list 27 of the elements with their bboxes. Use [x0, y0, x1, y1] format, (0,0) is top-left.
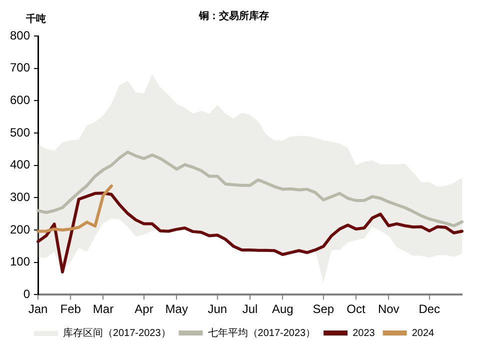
y-tick-label: 500	[10, 125, 30, 140]
y-tick-label: 700	[10, 60, 30, 75]
y-tick-label: 0	[23, 286, 30, 301]
text: 库存区间（2017-2023）	[62, 326, 171, 339]
legend-label: 2023	[352, 328, 376, 339]
x-tick-label: Apr	[134, 302, 154, 316]
y-axis-title: 千吨	[25, 12, 46, 25]
x-tick-label: Oct	[346, 302, 366, 316]
chart-title: 铜：交易所库存	[198, 10, 269, 22]
x-tick-label: Mar	[92, 302, 114, 316]
x-tick-label: Aug	[272, 302, 294, 316]
x-tick-label: Nov	[378, 302, 400, 316]
x-tick-label: Jan	[28, 302, 48, 316]
x-tick-label: May	[165, 302, 188, 316]
x-tick-label: Jul	[242, 302, 258, 316]
y-tick-label: 800	[10, 28, 30, 42]
x-tick-label: Dec	[418, 302, 440, 316]
y-tick-label: 600	[10, 92, 30, 107]
y-tick-label: 300	[10, 190, 30, 204]
x-tick-label: Jun	[208, 302, 228, 316]
y-tick-label: 100	[10, 254, 30, 269]
y-tick-label: 200	[10, 222, 30, 236]
x-tick-label: Feb	[60, 302, 82, 316]
y-tick-label: 400	[10, 158, 30, 172]
x-tick-label: Sep	[312, 302, 334, 316]
legend-label: 2024	[412, 328, 435, 339]
legend-label: 七年平均（2017-2023）	[208, 326, 316, 339]
